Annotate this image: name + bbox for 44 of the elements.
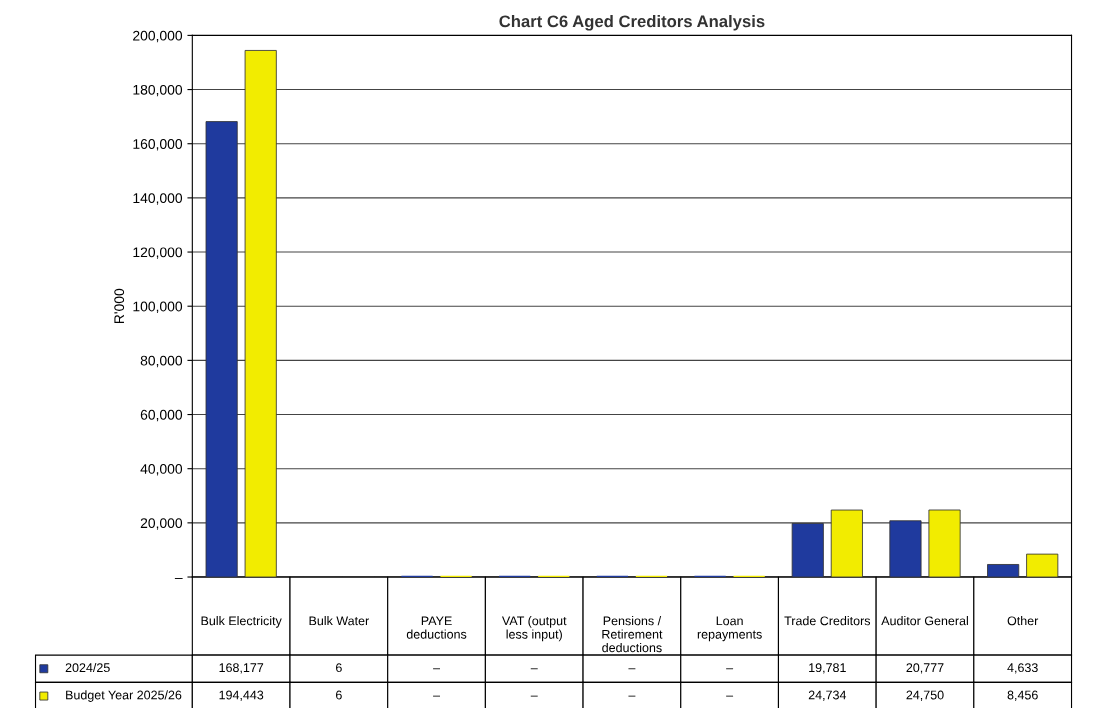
y-tick-label: 40,000 [140,464,183,476]
data-label: 194,443 [219,690,264,701]
y-axis-title: R'000 [114,288,125,323]
y-tick-label: 20,000 [140,518,183,530]
y-tick-label: 120,000 [133,247,183,259]
data-label: – [433,695,441,697]
data-label: 19,781 [809,663,846,674]
x-tick-label: Bulk Water [309,616,369,626]
y-tick-label: 100,000 [133,301,183,314]
bar [1026,553,1059,578]
legend-label: 2024/25 [65,662,110,673]
x-tick-label: VAT (output less input) [501,616,567,642]
y-tick-label: 140,000 [133,193,183,205]
y-tick-label: 80,000 [140,355,183,368]
data-label: – [433,668,441,670]
y-tick-label: 200,000 [133,30,183,43]
data-label: 6 [336,663,342,673]
data-label: – [628,668,636,670]
data-label: 20,777 [906,663,944,674]
legend-label: Budget Year 2025/26 [66,690,182,702]
x-tick-label: Loan repayments [697,616,762,642]
data-label: 6 [336,690,342,700]
data-label: 168,177 [219,663,264,674]
data-label: – [530,695,538,697]
x-tick-label: Other [1007,616,1039,626]
y-tick-label: 180,000 [133,84,183,97]
bar [987,564,1020,578]
y-tick-label: 160,000 [133,139,183,151]
x-tick-label: PAYE deductions [406,616,467,639]
data-label: – [530,668,538,670]
data-label: 4,633 [1007,663,1038,674]
x-tick-label: Bulk Electricity [201,616,282,628]
data-label: 24,734 [808,690,847,701]
x-tick-label: Trade Creditors [784,616,871,626]
data-label: 8,456 [1007,690,1038,701]
data-label: 24,750 [906,690,944,701]
y-tick-label: – [174,578,183,579]
data-label: – [628,695,636,697]
x-tick-label: Auditor General [881,616,968,626]
x-tick-label: Pensions / Retirement deductions [602,616,663,653]
data-label: – [726,695,734,697]
y-tick-label: 60,000 [140,409,183,422]
chart-title: Chart C6 Aged Creditors Analysis [499,14,765,31]
data-label: – [726,668,734,670]
